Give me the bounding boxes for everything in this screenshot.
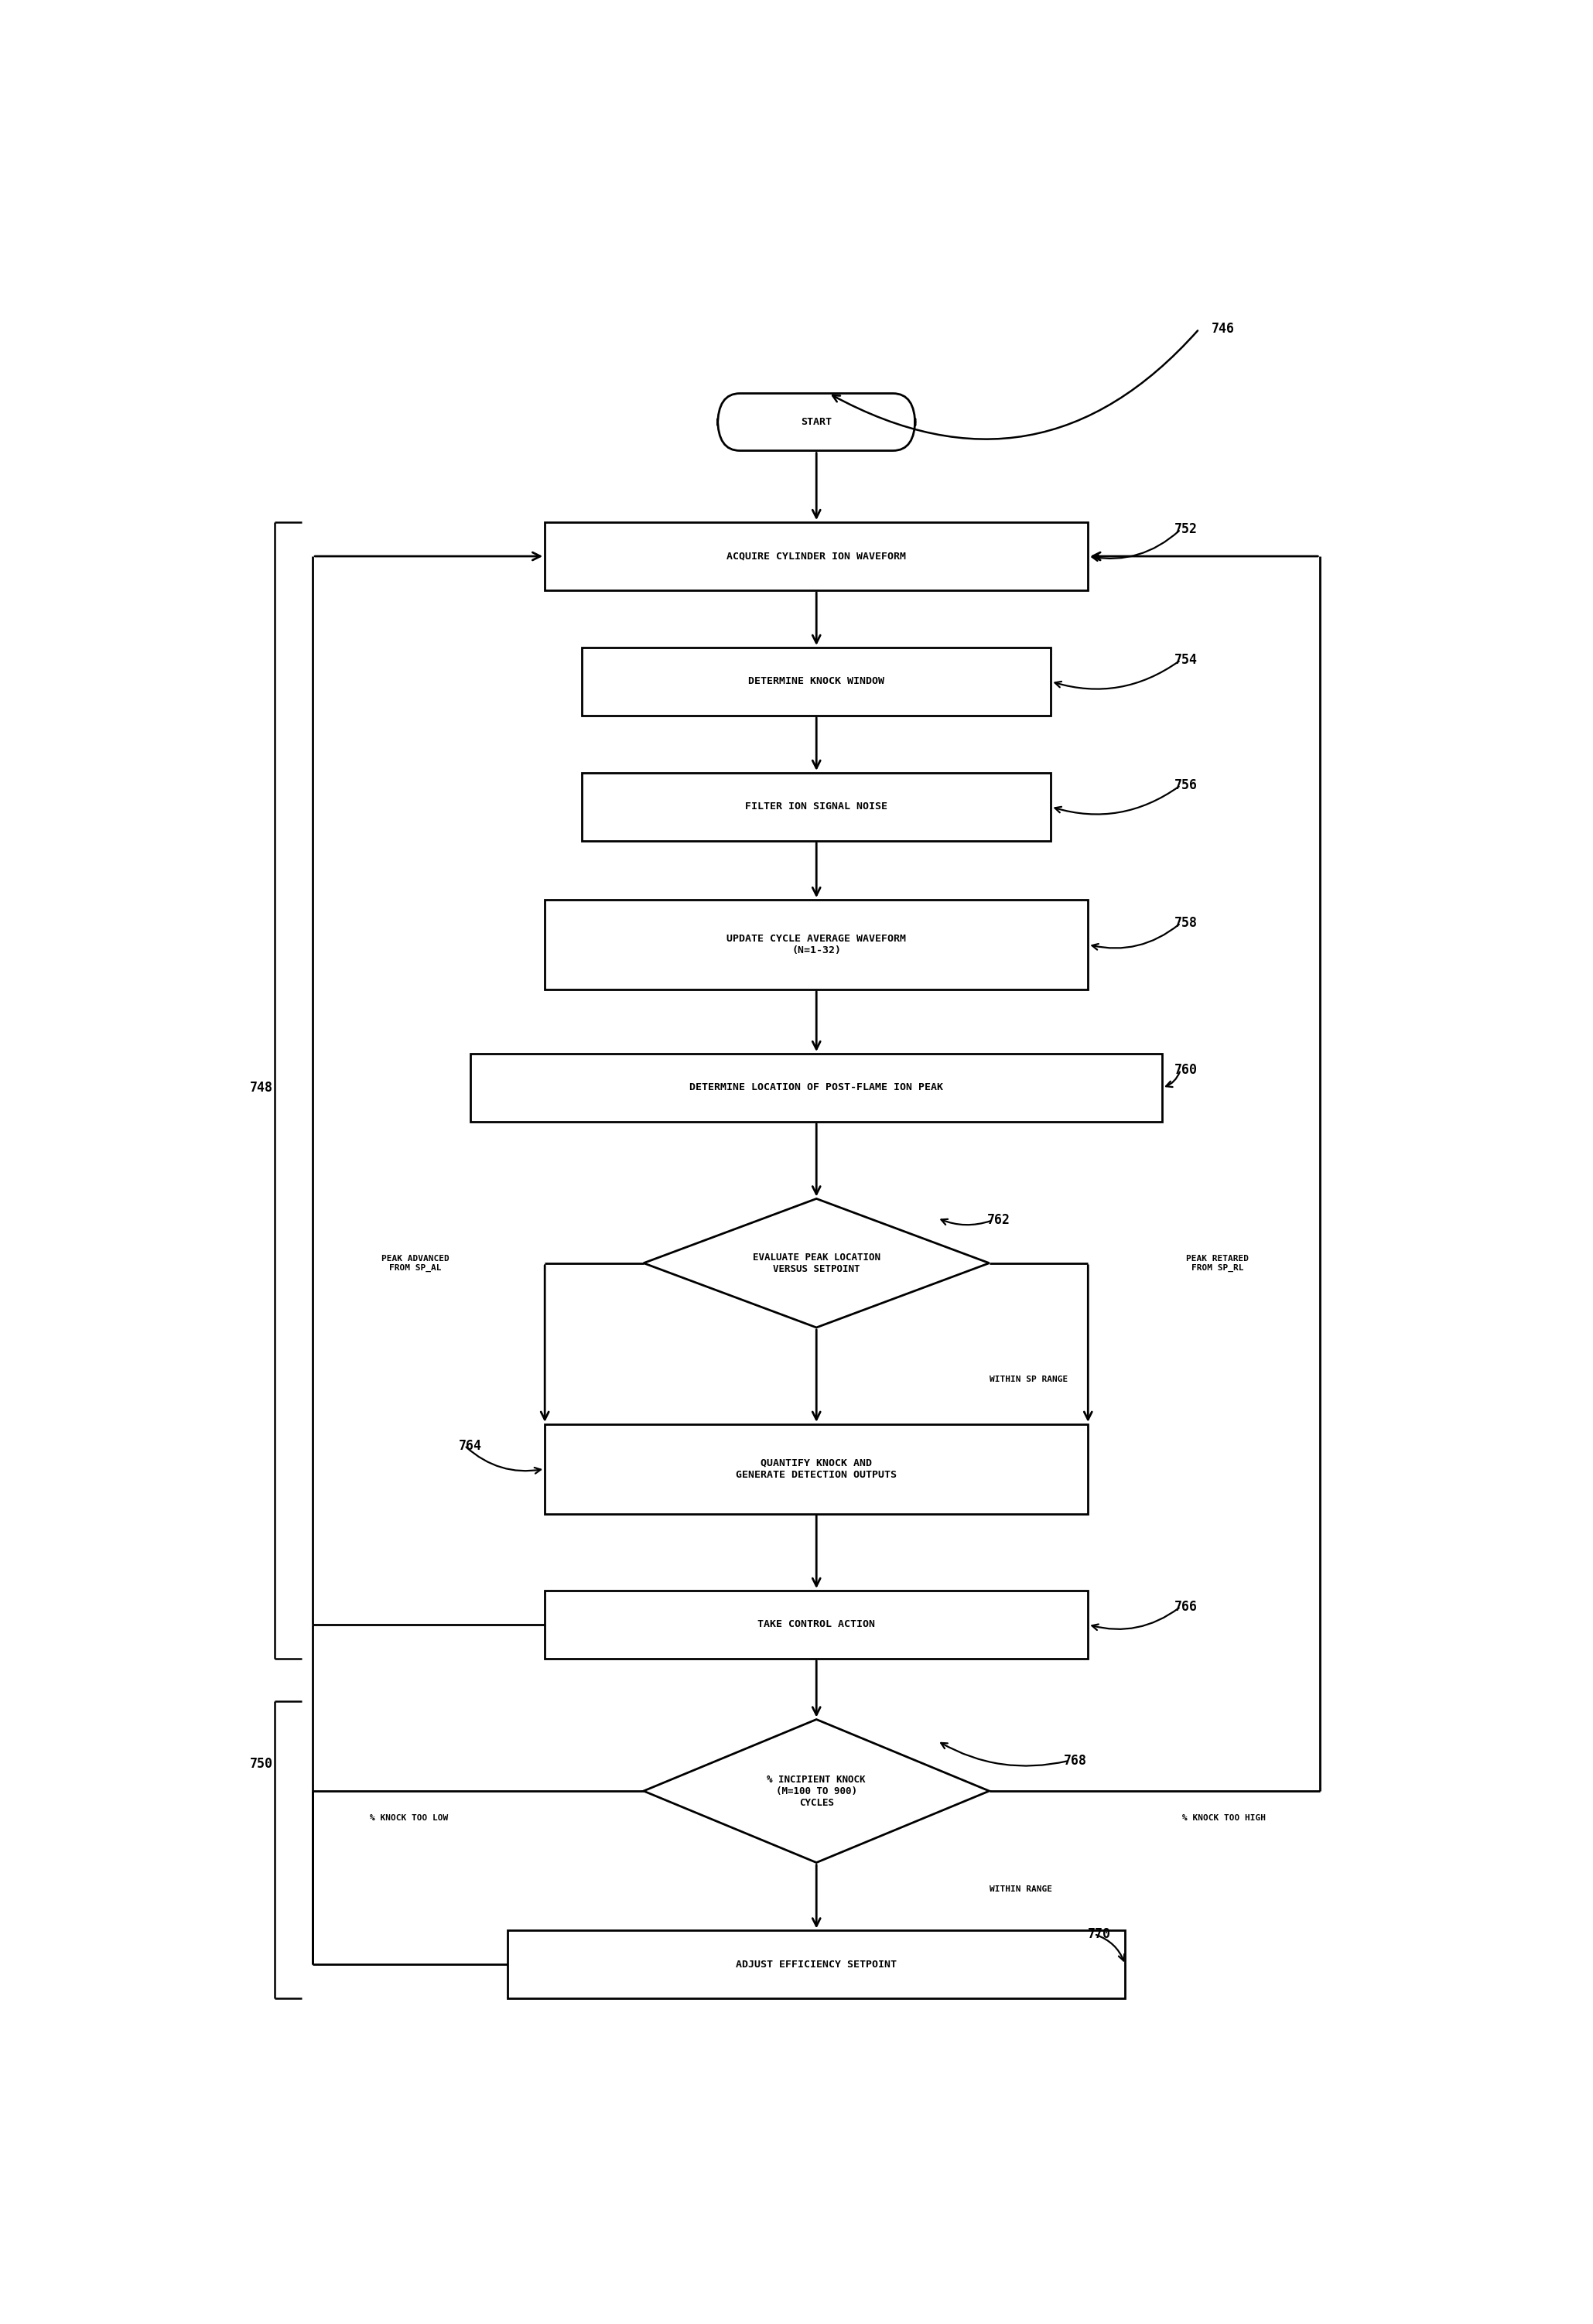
Text: 770: 770 [1088, 1927, 1112, 1941]
Polygon shape [644, 1199, 989, 1327]
Text: 754: 754 [1174, 653, 1198, 667]
Text: DETERMINE LOCATION OF POST-FLAME ION PEAK: DETERMINE LOCATION OF POST-FLAME ION PEA… [690, 1083, 943, 1092]
Bar [545, 1590, 1088, 1659]
Bar [472, 1053, 1163, 1122]
Text: FILTER ION SIGNAL NOISE: FILTER ION SIGNAL NOISE [746, 802, 887, 811]
Text: PEAK RETARED
FROM SP_RL: PEAK RETARED FROM SP_RL [1187, 1255, 1249, 1271]
Text: 762: 762 [986, 1213, 1010, 1227]
Bar [545, 1425, 1088, 1513]
Text: 764: 764 [459, 1439, 481, 1452]
Text: % KNOCK TOO LOW: % KNOCK TOO LOW [370, 1815, 448, 1822]
Text: WITHIN RANGE: WITHIN RANGE [989, 1885, 1051, 1894]
Text: TAKE CONTROL ACTION: TAKE CONTROL ACTION [758, 1620, 875, 1629]
Text: UPDATE CYCLE AVERAGE WAVEFORM
(N=1-32): UPDATE CYCLE AVERAGE WAVEFORM (N=1-32) [726, 934, 906, 955]
Text: 756: 756 [1174, 779, 1198, 792]
Text: % INCIPIENT KNOCK
(M=100 TO 900)
CYCLES: % INCIPIENT KNOCK (M=100 TO 900) CYCLES [768, 1773, 865, 1808]
Text: 768: 768 [1064, 1755, 1086, 1769]
Text: WITHIN SP RANGE: WITHIN SP RANGE [989, 1376, 1067, 1383]
Text: PEAK ADVANCED
FROM SP_AL: PEAK ADVANCED FROM SP_AL [381, 1255, 449, 1271]
Text: 752: 752 [1174, 523, 1198, 537]
Bar [581, 774, 1051, 841]
Text: EVALUATE PEAK LOCATION
VERSUS SETPOINT: EVALUATE PEAK LOCATION VERSUS SETPOINT [752, 1253, 881, 1274]
Text: % KNOCK TOO HIGH: % KNOCK TOO HIGH [1182, 1815, 1265, 1822]
Text: 746: 746 [1211, 323, 1235, 337]
Text: ACQUIRE CYLINDER ION WAVEFORM: ACQUIRE CYLINDER ION WAVEFORM [726, 551, 906, 562]
FancyBboxPatch shape [717, 393, 914, 451]
Bar [545, 899, 1088, 990]
Text: QUANTIFY KNOCK AND
GENERATE DETECTION OUTPUTS: QUANTIFY KNOCK AND GENERATE DETECTION OU… [736, 1457, 897, 1480]
Bar [508, 1931, 1125, 1999]
Text: 760: 760 [1174, 1062, 1198, 1076]
Bar [545, 523, 1088, 590]
Polygon shape [644, 1720, 989, 1862]
Text: START: START [801, 416, 832, 428]
Text: 766: 766 [1174, 1599, 1198, 1613]
Text: 750: 750 [250, 1757, 274, 1771]
Text: DETERMINE KNOCK WINDOW: DETERMINE KNOCK WINDOW [749, 676, 884, 686]
Text: ADJUST EFFICIENCY SETPOINT: ADJUST EFFICIENCY SETPOINT [736, 1959, 897, 1971]
Text: 748: 748 [250, 1081, 274, 1095]
Text: 758: 758 [1174, 916, 1198, 930]
Bar [581, 648, 1051, 716]
